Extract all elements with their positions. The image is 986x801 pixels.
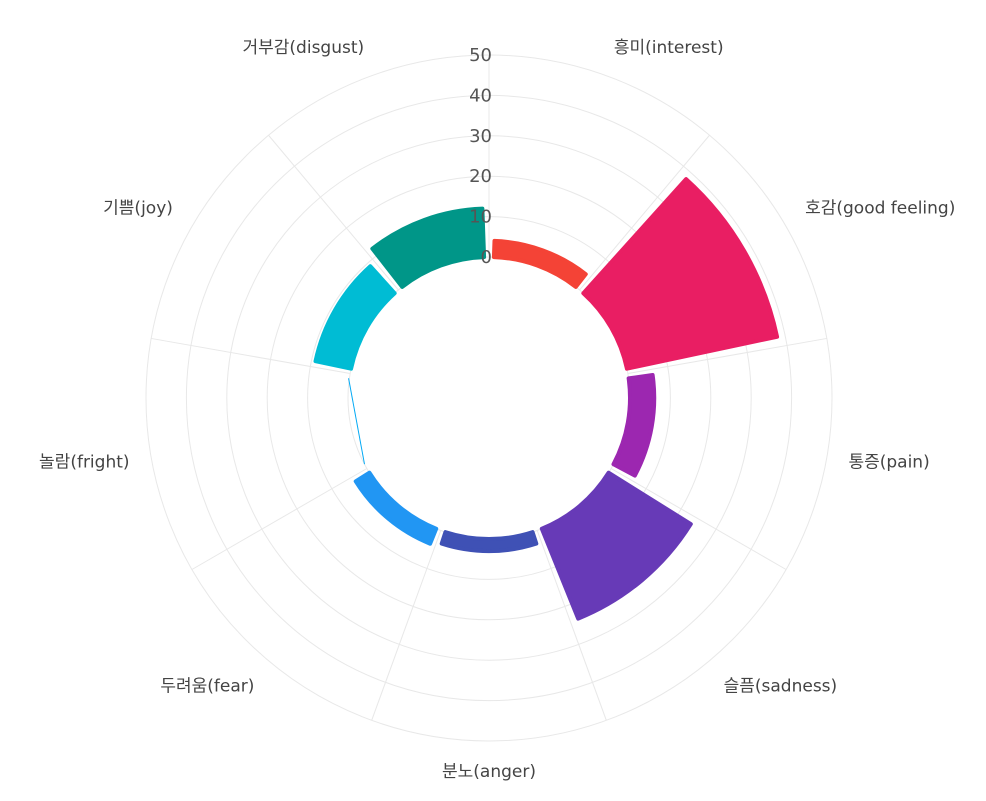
- category-label-7: 기쁨(joy): [103, 199, 173, 219]
- category-label-2: 통증(pain): [848, 452, 929, 472]
- bar-2[interactable]: [611, 373, 657, 478]
- grid-spoke: [151, 337, 351, 375]
- category-label-1: 호감(good feeling): [805, 199, 955, 219]
- bar-4[interactable]: [439, 530, 539, 554]
- category-label-6: 놀람(fright): [39, 452, 129, 472]
- grid-spoke: [191, 468, 368, 570]
- chart-grid: [145, 54, 833, 742]
- grid-spoke: [579, 134, 710, 291]
- category-label-5: 두려움(fear): [160, 677, 254, 697]
- chart-bars: [313, 177, 780, 621]
- bar-3[interactable]: [539, 470, 693, 621]
- category-label-0: 흥미(interest): [614, 38, 724, 58]
- tick-label-30: 30: [469, 126, 492, 147]
- bar-8[interactable]: [370, 206, 487, 289]
- grid-spoke: [610, 468, 787, 570]
- tick-label-0: 0: [481, 247, 492, 268]
- category-label-3: 슬픔(sadness): [724, 677, 838, 697]
- bar-7[interactable]: [313, 264, 397, 371]
- category-labels: 흥미(interest) 호감(good feeling) 통증(pain) 슬픔(s…: [39, 38, 955, 782]
- grid-spoke: [371, 530, 442, 721]
- bar-1[interactable]: [581, 177, 780, 371]
- tick-label-50: 50: [469, 45, 492, 66]
- radial-axis-ticks: 0 10 20 30 40 50: [469, 45, 492, 268]
- bar-5[interactable]: [353, 470, 439, 546]
- grid-spoke: [268, 134, 399, 291]
- bar-6[interactable]: [348, 378, 365, 465]
- tick-label-40: 40: [469, 85, 492, 106]
- grid-spoke: [627, 337, 827, 375]
- tick-label-20: 20: [469, 166, 492, 187]
- grid-spoke: [536, 530, 607, 721]
- category-label-4: 분노(anger): [442, 762, 536, 782]
- tick-label-10: 10: [469, 207, 492, 228]
- category-label-8: 거부감(disgust): [243, 38, 365, 58]
- bar-0[interactable]: [491, 238, 588, 289]
